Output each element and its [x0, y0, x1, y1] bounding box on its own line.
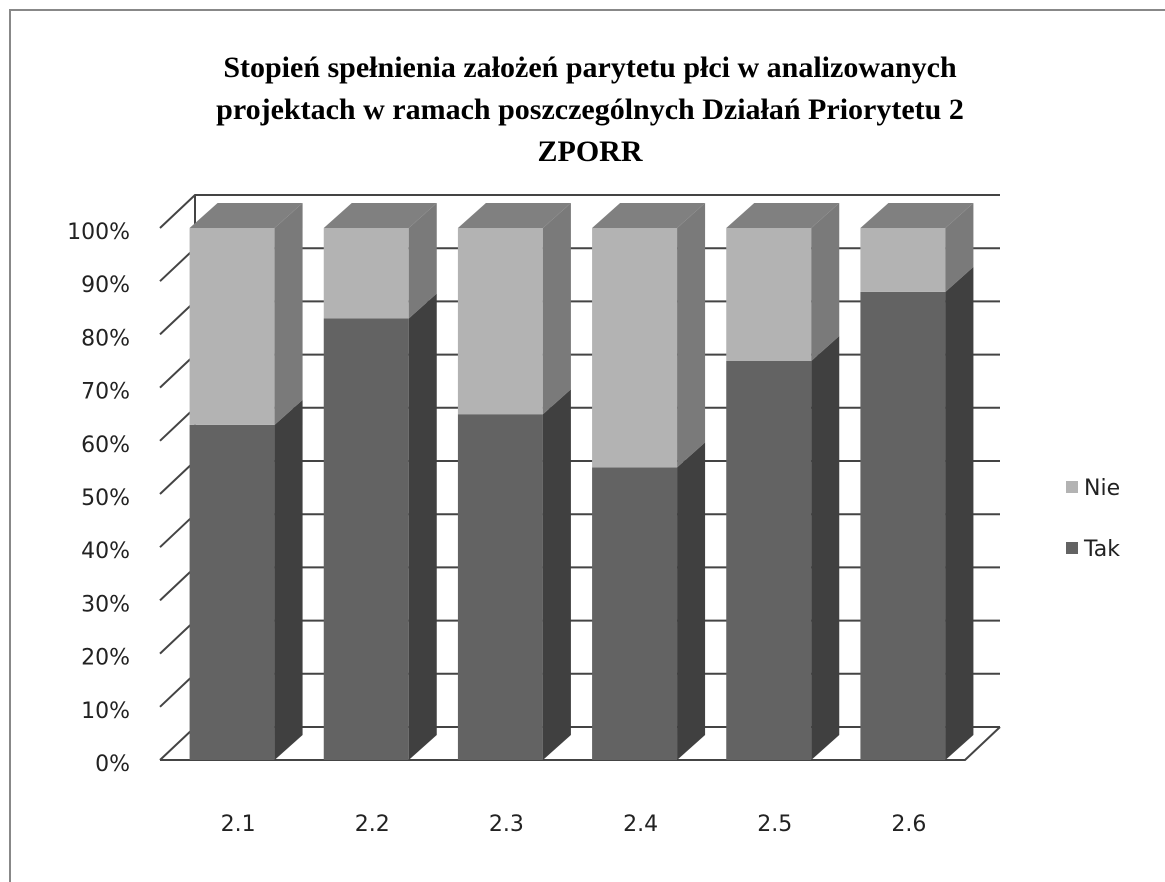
x-tick-label: 2.3	[489, 812, 524, 837]
bar-top	[189, 203, 303, 228]
chart-title: projektach w ramach poszczególnych Dział…	[216, 93, 964, 126]
chart-title: Stopień spełnienia założeń parytetu płci…	[223, 51, 957, 84]
bar-segment	[860, 228, 946, 292]
bar-side	[811, 336, 840, 760]
bar-segment	[457, 228, 543, 415]
y-tick-label: 100%	[67, 220, 130, 245]
bar-segment	[457, 414, 543, 760]
bar-segment	[592, 228, 678, 468]
bar-side	[945, 266, 974, 760]
y-tick-label: 50%	[81, 486, 130, 511]
bar-segment	[726, 361, 812, 760]
bar-side	[542, 389, 571, 760]
bar-side	[542, 203, 571, 415]
bar-segment	[726, 228, 812, 361]
chart-title: ZPORR	[538, 135, 643, 168]
bar-side	[408, 203, 437, 319]
x-tick-label: 2.6	[891, 812, 926, 837]
bar-top	[726, 203, 840, 228]
bar-side	[677, 442, 706, 760]
x-tick-label: 2.1	[221, 812, 256, 837]
y-tick-label: 70%	[81, 380, 130, 405]
y-tick-label: 0%	[95, 752, 130, 777]
x-tick-label: 2.4	[623, 812, 658, 837]
x-tick-label: 2.2	[355, 812, 390, 837]
bar-top	[592, 203, 706, 228]
legend-label: Tak	[1083, 537, 1120, 562]
bar-segment	[189, 424, 275, 760]
y-tick-label: 60%	[81, 433, 130, 458]
y-tick-label: 90%	[81, 273, 130, 298]
legend-swatch	[1066, 481, 1078, 493]
y-tick-label: 40%	[81, 539, 130, 564]
bar-segment	[189, 228, 275, 425]
bar-side	[945, 203, 974, 292]
y-tick-label: 80%	[81, 326, 130, 351]
bar-side	[274, 399, 303, 760]
bar-segment	[323, 228, 409, 319]
floor	[160, 726, 1001, 761]
y-tick-label: 20%	[81, 646, 130, 671]
bar-top	[457, 203, 571, 228]
bar-side	[408, 293, 437, 760]
x-tick-label: 2.5	[757, 812, 792, 837]
legend-swatch	[1066, 542, 1078, 554]
bar-top	[323, 203, 437, 228]
y-tick-label: 10%	[81, 699, 130, 724]
bar-side	[274, 203, 303, 425]
bar-side	[677, 203, 706, 468]
y-tick-label: 30%	[81, 592, 130, 617]
bar-segment	[860, 291, 946, 760]
bar-top	[860, 203, 974, 228]
bar-segment	[592, 467, 678, 760]
legend-label: Nie	[1084, 476, 1120, 501]
bar-segment	[323, 318, 409, 760]
bar-side	[811, 203, 840, 361]
